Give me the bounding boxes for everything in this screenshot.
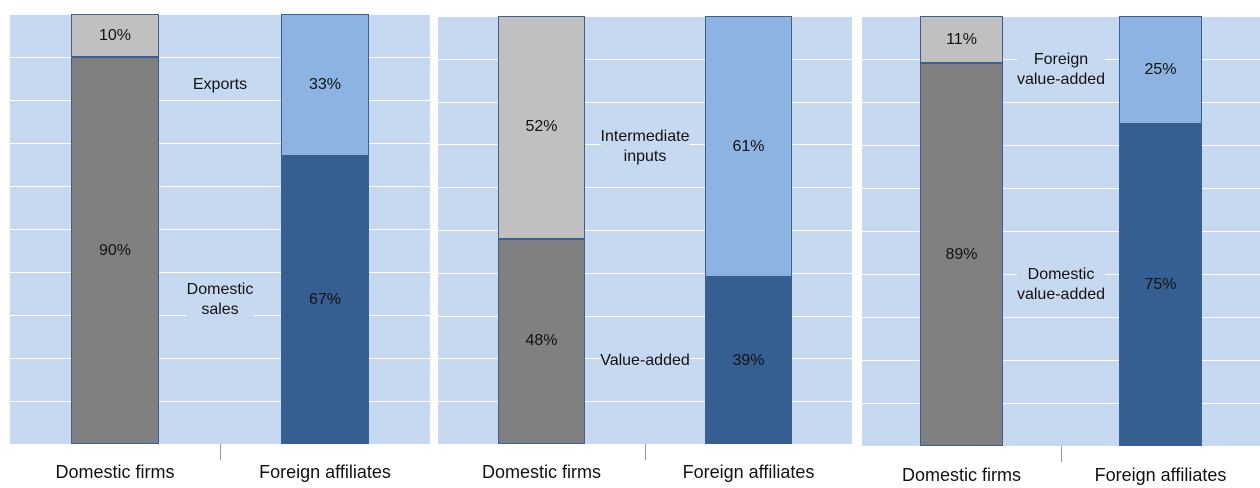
grid-line [10,186,430,187]
series-label: Domestic sales [186,279,254,320]
category-separator [220,444,221,460]
value-label: 90% [98,241,132,259]
category-separator [1061,446,1062,462]
x-tick-label: Foreign affiliates [682,462,815,482]
x-tick-label: Domestic firms [481,462,602,482]
grid-line [438,101,852,103]
bar-segment [1118,16,1203,124]
grid-line [438,230,852,231]
value-label: 39% [732,351,765,369]
series-label: Exports [192,74,248,95]
bar-segment [280,155,370,444]
grid-line [438,187,852,189]
value-label: 67% [308,290,342,308]
x-tick-label: Foreign affiliates [259,462,391,482]
value-label: 61% [732,137,765,155]
value-label: 25% [1144,60,1177,78]
value-label: 11% [946,30,977,48]
bar-segment [498,238,585,444]
grid-line [438,58,852,60]
grid-line [438,401,852,403]
grid-line [862,403,1260,404]
value-label: 52% [525,118,558,136]
x-tick-label: Domestic firms [55,462,175,482]
grid-line [10,57,430,58]
category-separator [645,444,646,460]
grid-line [10,14,430,15]
value-label: 10% [98,26,132,44]
series-label: Intermediate inputs [600,126,690,167]
value-label: 75% [1144,275,1177,293]
bar-segment [280,14,370,156]
grid-line [10,272,430,273]
value-label: 33% [308,75,342,93]
series-label: Value-added [600,350,690,371]
grid-line [438,272,852,274]
grid-line [10,229,430,230]
x-tick-label: Foreign affiliates [1094,465,1227,485]
bar-segment [498,16,585,239]
grid-line [862,317,1260,318]
value-label: 48% [525,332,558,350]
x-tick-label: Domestic firms [901,465,1022,485]
series-label: Domestic value-added [1016,264,1106,305]
grid-line [862,102,1260,103]
plot-area: 48% 52% 39% 61% Value-added Intermediate inpu… [438,16,852,445]
plot-area: 90% 10% 67% 33% Domestic sales Exports [10,14,430,445]
grid-line [862,188,1260,189]
bar-segment [919,16,1004,64]
grid-line [10,358,430,359]
grid-line [862,16,1260,17]
grid-line [10,100,430,101]
bar-segment [70,57,160,444]
plot-area: 89% 11% 75% 25% Domestic value-added Foreign … [862,16,1260,447]
bar-segment [919,63,1004,446]
grid-line [10,401,430,402]
grid-line [10,143,430,144]
bar-segment [705,16,792,278]
grid-line [438,315,852,317]
grid-line [862,231,1260,232]
grid-line [438,16,852,17]
value-label: 89% [945,245,978,263]
bar-segment [70,14,160,57]
bar-segment [705,277,792,444]
grid-line [862,360,1260,361]
bar-segment [1118,123,1203,446]
series-label: Foreign value-added [1016,49,1106,90]
grid-line [862,145,1260,146]
